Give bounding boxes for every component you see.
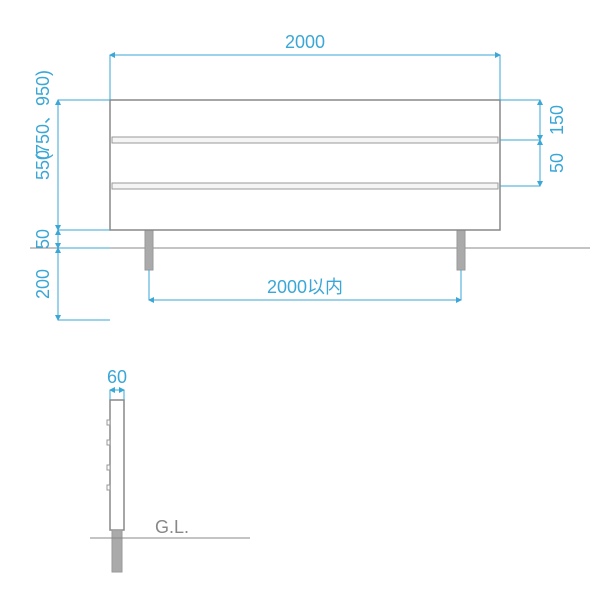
svg-text:2000: 2000: [285, 32, 325, 52]
leg-0: [145, 230, 153, 270]
svg-text:200: 200: [33, 269, 53, 299]
slat-0: [112, 137, 498, 143]
panel-outline: [110, 100, 500, 230]
gl-label: G.L.: [155, 517, 189, 537]
svg-text:150: 150: [547, 105, 567, 135]
side-foot: [112, 530, 122, 572]
svg-text:2000以内: 2000以内: [267, 277, 343, 297]
leg-1: [457, 230, 465, 270]
dim-left-550-note: (750、950): [33, 70, 53, 160]
slat-1: [112, 183, 498, 189]
svg-text:50: 50: [547, 153, 567, 173]
side-body: [110, 400, 124, 530]
svg-text:60: 60: [107, 367, 127, 387]
technical-drawing: 20002000以内15050550(750、950)5020060G.L.: [0, 0, 600, 600]
svg-text:50: 50: [33, 229, 53, 249]
